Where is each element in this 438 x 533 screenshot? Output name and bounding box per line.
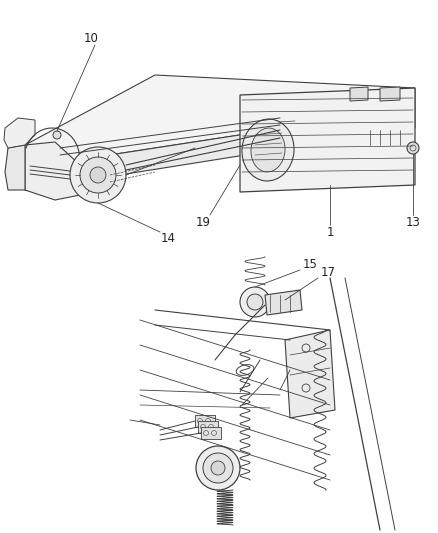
- Polygon shape: [339, 99, 359, 117]
- Text: 19: 19: [195, 215, 210, 229]
- Polygon shape: [25, 142, 80, 200]
- Circle shape: [202, 453, 233, 483]
- Circle shape: [406, 142, 418, 154]
- Circle shape: [90, 167, 106, 183]
- Polygon shape: [277, 110, 294, 134]
- Circle shape: [80, 157, 116, 193]
- Ellipse shape: [241, 119, 293, 181]
- Polygon shape: [284, 330, 334, 418]
- Text: 10: 10: [83, 31, 98, 44]
- Polygon shape: [4, 118, 35, 148]
- Polygon shape: [5, 145, 25, 190]
- Polygon shape: [25, 75, 414, 168]
- Polygon shape: [265, 290, 301, 315]
- Polygon shape: [198, 421, 218, 433]
- Ellipse shape: [251, 128, 284, 172]
- Text: 17: 17: [320, 266, 335, 279]
- Circle shape: [195, 446, 240, 490]
- Circle shape: [53, 131, 61, 139]
- Polygon shape: [379, 87, 399, 101]
- Polygon shape: [194, 415, 215, 427]
- Polygon shape: [359, 98, 374, 116]
- Circle shape: [240, 287, 269, 317]
- Text: 13: 13: [405, 216, 420, 230]
- Polygon shape: [240, 88, 414, 192]
- Circle shape: [211, 461, 225, 475]
- Circle shape: [247, 294, 262, 310]
- Circle shape: [70, 147, 126, 203]
- Text: 1: 1: [325, 227, 333, 239]
- Polygon shape: [201, 427, 220, 439]
- Text: 14: 14: [160, 231, 175, 245]
- Text: 15: 15: [302, 259, 317, 271]
- Polygon shape: [25, 108, 414, 190]
- Polygon shape: [349, 87, 367, 101]
